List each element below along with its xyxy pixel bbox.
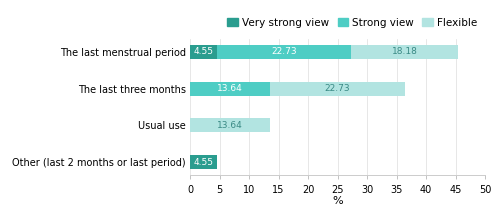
Text: 13.64: 13.64 xyxy=(218,84,243,93)
Text: 18.18: 18.18 xyxy=(392,47,417,56)
Bar xyxy=(190,45,217,59)
Text: 4.55: 4.55 xyxy=(194,47,214,56)
Bar xyxy=(190,118,270,132)
Text: 4.55: 4.55 xyxy=(194,158,214,167)
Text: 22.73: 22.73 xyxy=(271,47,296,56)
Bar xyxy=(190,82,270,96)
Bar xyxy=(217,45,351,59)
X-axis label: %: % xyxy=(332,196,343,206)
Bar xyxy=(270,82,404,96)
Legend: Very strong view, Strong view, Flexible: Very strong view, Strong view, Flexible xyxy=(224,14,481,32)
Bar xyxy=(351,45,458,59)
Bar xyxy=(190,155,217,169)
Text: 13.64: 13.64 xyxy=(218,121,243,130)
Text: 22.73: 22.73 xyxy=(324,84,350,93)
